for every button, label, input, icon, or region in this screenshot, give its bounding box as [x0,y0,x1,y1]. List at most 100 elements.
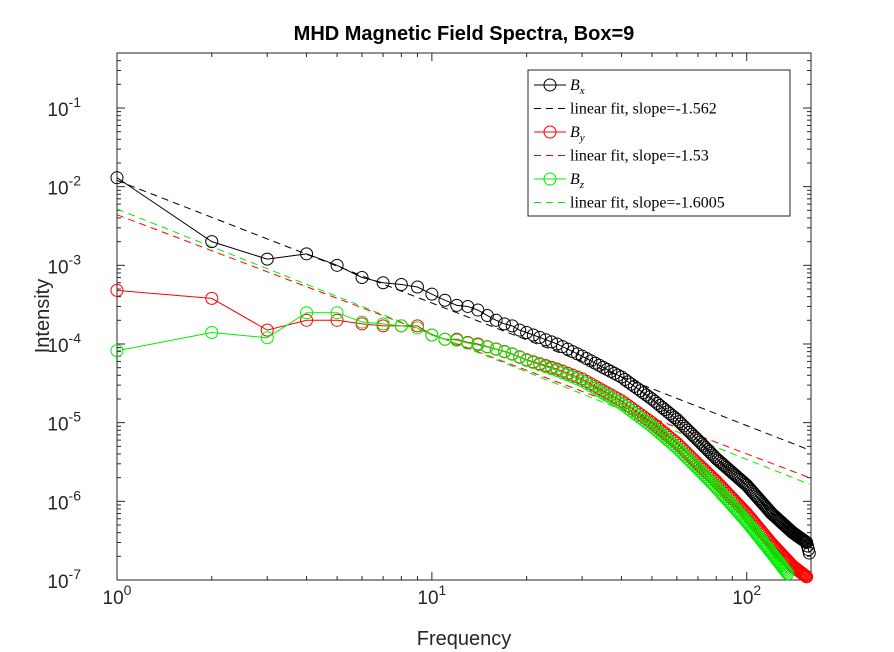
data-point-b-z [110,344,124,358]
data-point-b-x [670,412,684,426]
data-point-b-z [745,521,759,535]
legend-swatch-marker [543,125,557,139]
data-point-b-y [205,291,219,305]
data-point-b-x [205,235,219,249]
data-point-b-z [471,338,485,352]
data-point-b-x [520,325,534,339]
data-point-b-z [394,319,408,333]
data-point-b-z [497,345,511,359]
y-tick-label: 10-7 [47,566,81,593]
data-point-b-z [461,336,475,350]
data-point-b-z [672,443,686,457]
data-point-b-x [621,375,635,389]
data-point-b-z [781,567,795,581]
data-point-b-z [260,331,274,345]
data-point-b-x [700,443,714,457]
data-point-b-x [618,372,632,386]
data-point-b-x [110,171,124,185]
data-point-b-y [798,568,812,582]
data-point-b-z [780,565,794,579]
legend-label: linear fit, slope=-1.6005 [570,195,725,212]
data-point-b-z [425,328,439,342]
data-point-b-z [489,342,503,356]
data-point-b-y [110,283,124,297]
data-point-b-x [505,319,519,333]
data-point-b-y [300,313,314,327]
data-point-b-y [795,566,809,580]
axis-ticks [116,52,811,581]
legend-label: By [570,124,585,144]
x-tick-label: 102 [732,582,761,609]
data-point-b-z [648,422,662,436]
legend-swatch-marker [543,78,557,92]
data-point-b-z [600,388,614,402]
data-point-b-z [596,386,610,400]
data-point-b-x [450,298,464,312]
data-point-b-x [461,299,475,313]
data-point-b-x [706,448,720,462]
data-point-b-x [614,370,628,384]
legend-box [527,69,791,217]
data-point-b-x [607,366,621,380]
data-point-b-z [539,360,553,374]
axis-tick-labels: 100 101 102 10-7 10-6 10-5 10-4 10-3 10-2 10-1 [47,94,761,609]
data-point-b-z [607,392,621,406]
data-point-b-x [702,444,716,458]
y-tick-label: 10-3 [47,251,81,278]
data-point-b-x [545,335,559,349]
data-point-b-z [670,441,684,455]
data-point-b-z [779,564,793,578]
data-point-b-z [300,306,314,320]
data-point-b-x [355,271,369,285]
data-point-b-z [505,347,519,361]
x-axis-label: Frequency [417,628,512,650]
data-point-b-z [520,353,534,367]
data-point-b-z [778,563,792,577]
data-point-b-z [533,358,547,372]
y-tick-label: 10-1 [47,94,81,121]
plot-series [110,171,816,584]
chart-legend: Bx linear fit, slope=-1.562 By linear fit, … [527,69,791,217]
data-point-b-x [704,446,718,460]
data-point-b-z [702,473,716,487]
data-point-b-z [737,512,751,526]
data-point-b-y [604,388,618,402]
data-point-b-z [738,513,752,527]
data-point-b-z [655,428,669,442]
data-point-b-z [740,515,754,529]
data-point-b-z [205,325,219,339]
x-tick-label: 100 [103,582,132,609]
data-point-b-x [260,252,274,266]
data-point-b-z [410,321,424,335]
data-point-b-z [650,424,664,438]
data-point-b-x [497,317,511,331]
data-point-b-z [744,520,758,534]
legend-swatch-marker [543,172,557,186]
data-point-b-x [300,247,314,261]
y-axis-label: Intensity [32,279,54,353]
legend-label: linear fit, slope=-1.53 [570,148,709,165]
y-tick-label: 10-2 [47,173,81,200]
data-point-b-z [604,390,618,404]
data-point-b-z [618,399,632,413]
data-point-b-z [611,395,625,409]
data-point-b-y [800,570,814,584]
data-point-b-z [526,356,540,370]
legend-label: linear fit, slope=-1.562 [570,101,717,118]
data-point-b-x [604,364,618,378]
data-point-b-z [741,516,755,530]
data-point-b-y [799,569,813,583]
legend-label: Bx [570,77,585,97]
data-point-b-y [796,567,810,581]
data-point-b-y [330,313,344,327]
data-point-b-y [797,568,811,582]
data-point-b-y [260,323,274,337]
data-point-b-x [533,330,547,344]
data-point-b-x [539,333,553,347]
data-point-b-x [376,276,390,290]
data-point-b-x [489,313,503,327]
data-point-b-x [600,362,614,376]
y-tick-label: 10-6 [47,487,81,514]
fit-line-linear-fit-slope-1-53 [116,214,810,479]
data-point-b-x [330,258,344,272]
